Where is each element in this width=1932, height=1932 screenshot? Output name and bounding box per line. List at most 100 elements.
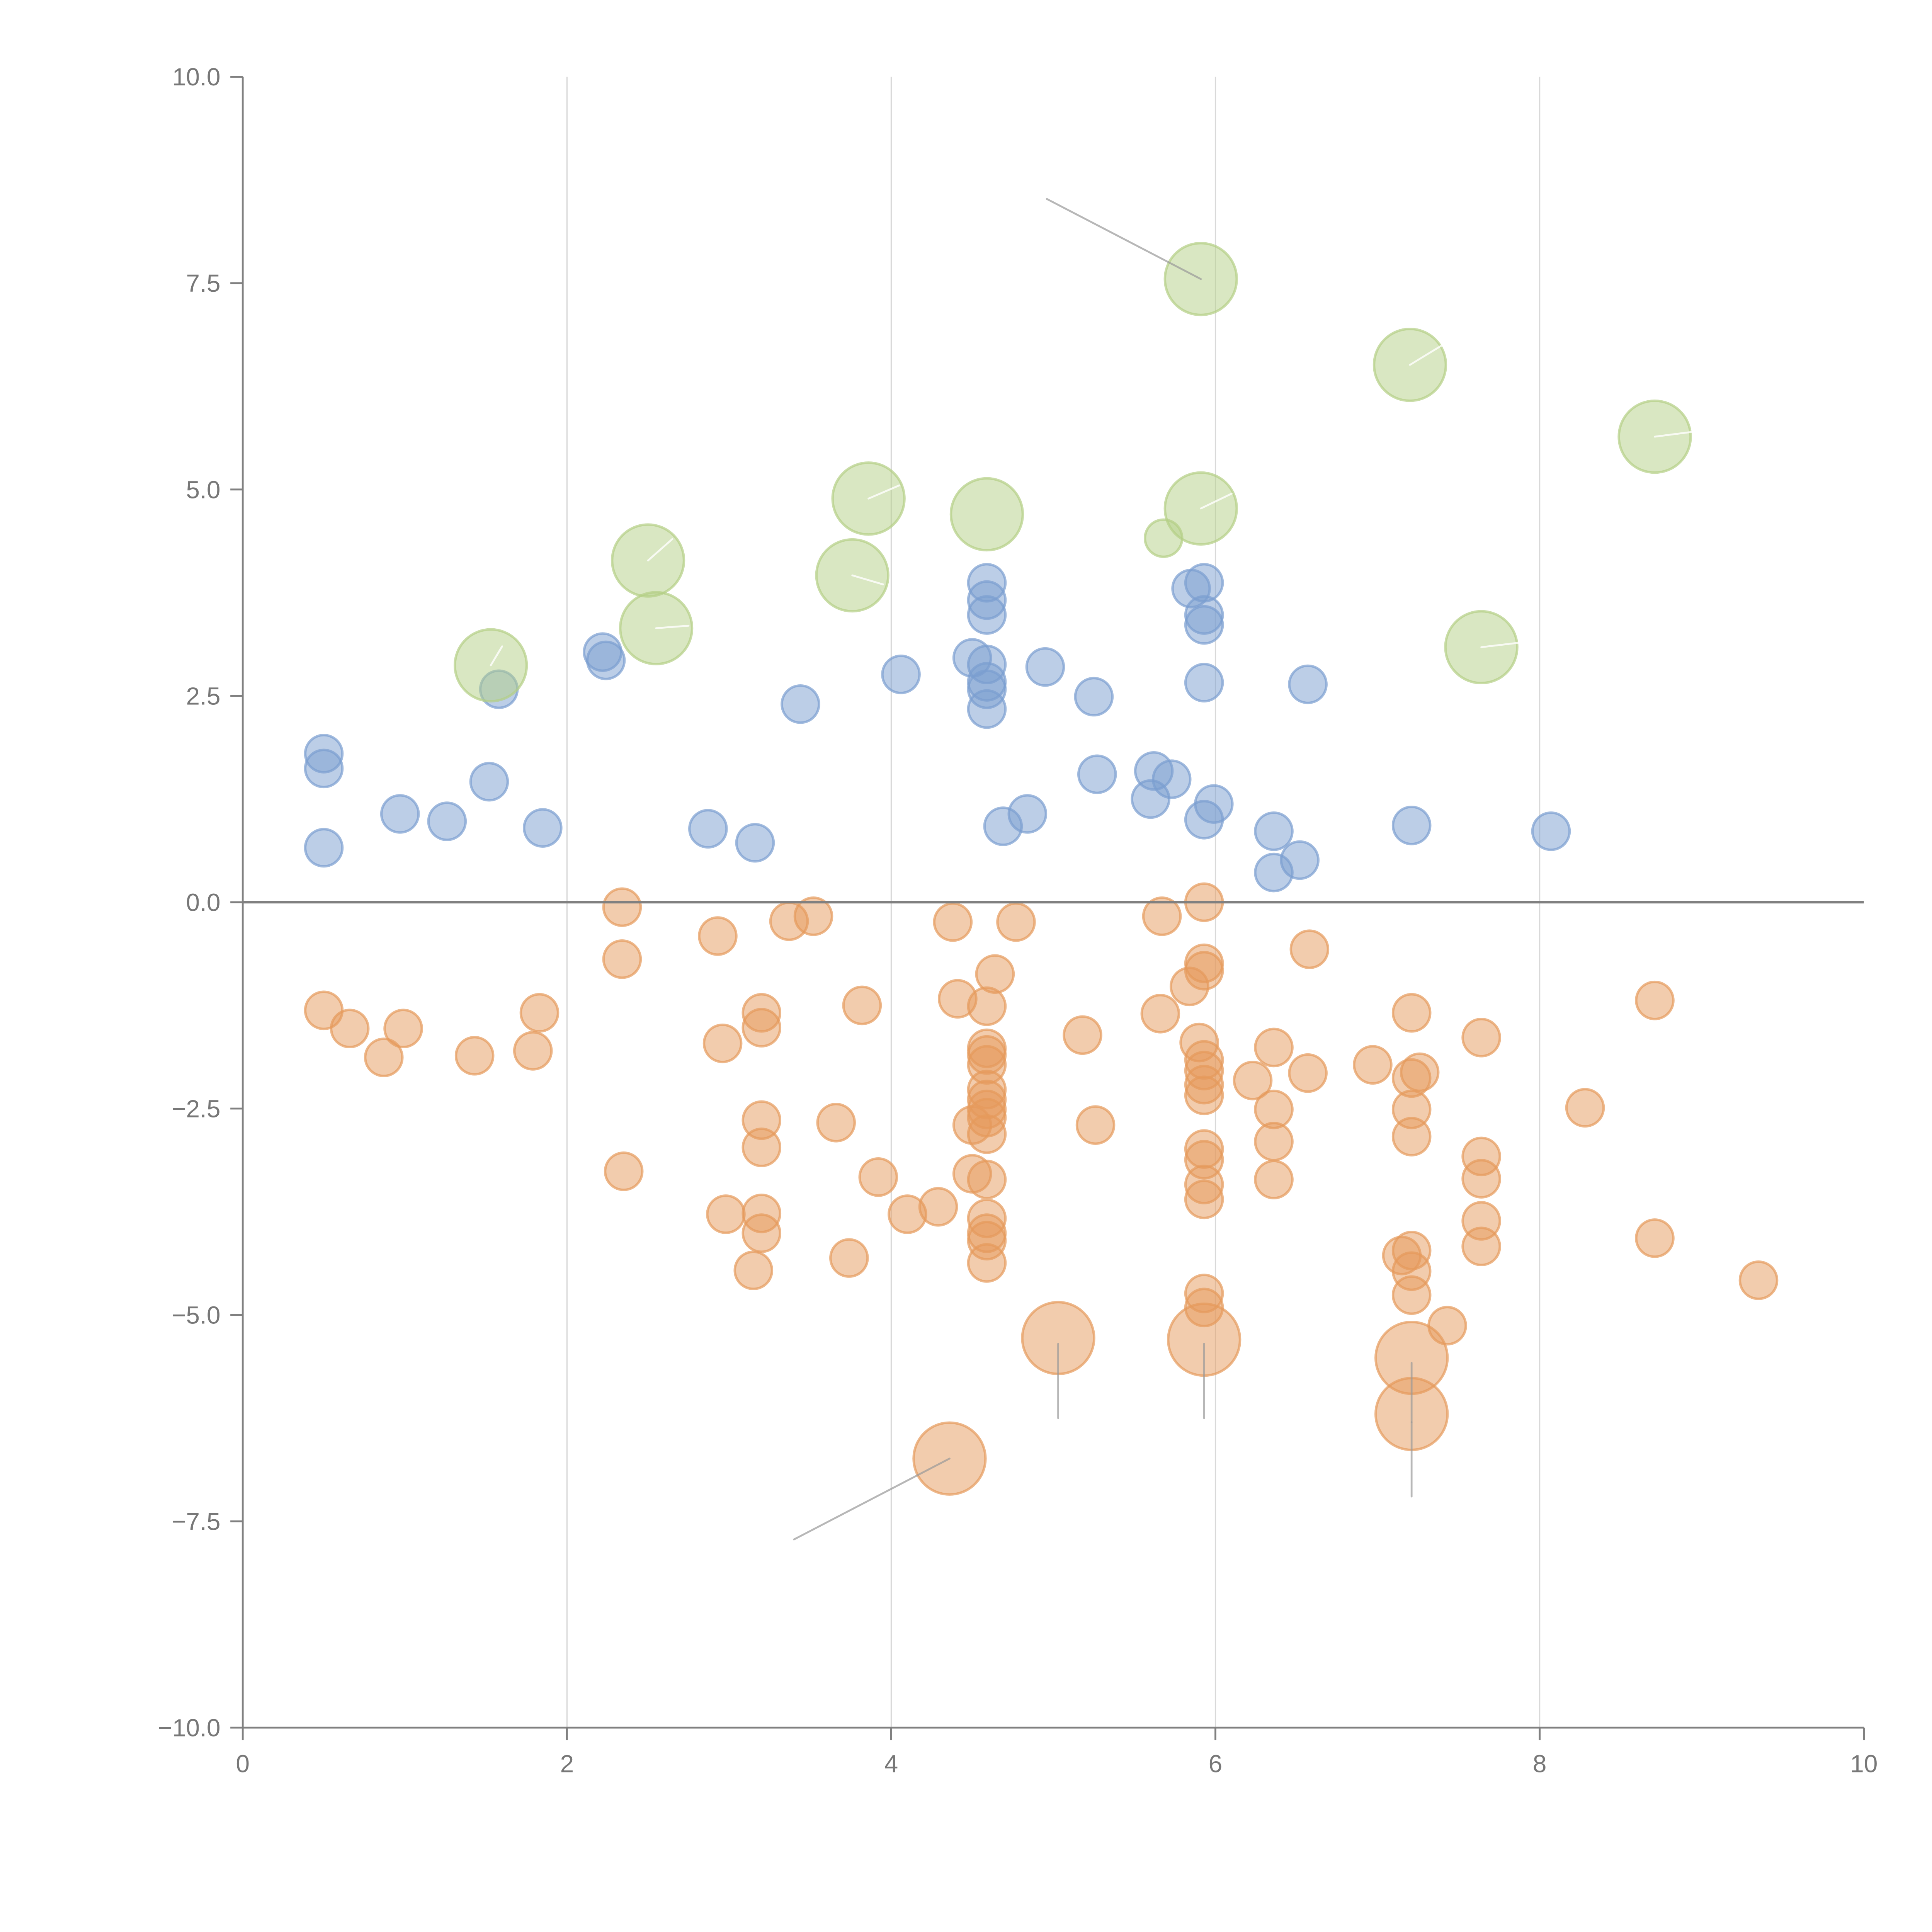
data-point-blue xyxy=(380,794,420,834)
label-leader-line xyxy=(793,1458,951,1541)
data-point-orange xyxy=(1400,1052,1440,1092)
data-point-blue xyxy=(1077,754,1117,794)
data-point-orange xyxy=(1288,1053,1328,1093)
data-point-orange xyxy=(742,1008,782,1048)
y-tick-label: 5.0 xyxy=(186,476,220,503)
data-point-orange xyxy=(1184,1179,1224,1219)
data-point-blue xyxy=(1184,663,1224,702)
data-point-blue xyxy=(881,655,921,694)
data-point-orange xyxy=(698,916,738,956)
data-point-orange xyxy=(967,1160,1007,1199)
data-point-blue xyxy=(304,828,344,868)
x-tick-label: 6 xyxy=(1209,1750,1223,1778)
data-point-orange xyxy=(602,887,642,927)
data-point-orange xyxy=(967,1114,1007,1154)
data-point-blue xyxy=(1194,784,1234,824)
data-point-orange xyxy=(793,896,833,936)
data-point-orange xyxy=(1391,993,1432,1033)
leader-lines xyxy=(490,198,1695,1541)
data-point-orange xyxy=(602,939,642,979)
y-tick-label: −10.0 xyxy=(158,1714,220,1742)
data-point-orange xyxy=(1254,1160,1294,1199)
label-leader-line xyxy=(655,624,690,629)
data-point-orange xyxy=(1353,1045,1393,1085)
label-leader-line xyxy=(1046,198,1202,280)
data-point-orange xyxy=(967,1243,1007,1283)
data-points xyxy=(304,242,1779,1496)
data-point-blue xyxy=(735,823,775,863)
data-point-orange xyxy=(1738,1260,1779,1300)
data-point-orange xyxy=(1635,1218,1675,1258)
data-point-blue xyxy=(1288,664,1328,704)
data-point-orange xyxy=(454,1036,495,1076)
data-point-orange xyxy=(513,1031,553,1071)
data-point-orange xyxy=(858,1157,898,1197)
data-point-orange xyxy=(330,1009,370,1049)
data-point-orange xyxy=(733,1250,774,1290)
data-point-orange xyxy=(1254,1122,1294,1162)
data-point-blue xyxy=(586,640,626,680)
label-leader-line xyxy=(867,484,900,500)
data-point-orange xyxy=(1391,1275,1432,1315)
data-point-orange xyxy=(816,1103,856,1143)
data-point-blue xyxy=(1184,605,1224,645)
label-leader-line xyxy=(1480,641,1525,648)
data-point-blue xyxy=(1007,794,1048,834)
data-point-blue xyxy=(1025,647,1065,687)
data-point-orange xyxy=(702,1023,743,1063)
data-point-orange xyxy=(364,1037,404,1077)
x-tick-label: 4 xyxy=(884,1750,898,1778)
label-leader-line xyxy=(851,574,884,585)
data-point-blue xyxy=(1151,759,1192,799)
x-tick-label: 8 xyxy=(1533,1750,1547,1778)
data-point-orange xyxy=(1635,980,1675,1020)
data-point-blue xyxy=(1531,811,1571,851)
y-tick-label: −2.5 xyxy=(172,1095,221,1122)
data-point-blue xyxy=(1391,805,1432,845)
axes: 10.0 7.5 5.0 2.5 0.0 −2.5 −5.0 −7.5 −10.0 0 2 4 6 8 10 xyxy=(158,63,1878,1777)
data-point-blue xyxy=(688,809,728,849)
data-point-orange xyxy=(742,1128,782,1167)
x-tick-label: 0 xyxy=(236,1750,250,1778)
label-leader-line xyxy=(647,538,673,561)
data-point-orange xyxy=(1075,1105,1116,1145)
x-tick-label: 10 xyxy=(1850,1750,1878,1778)
data-point-green xyxy=(949,477,1024,552)
y-tick-label: 0.0 xyxy=(186,888,220,916)
data-point-orange xyxy=(1184,951,1224,991)
data-point-orange xyxy=(1063,1015,1102,1055)
label-leader-line xyxy=(1200,493,1233,510)
y-tick-label: −7.5 xyxy=(172,1508,221,1536)
data-point-orange xyxy=(1289,929,1330,969)
data-point-blue xyxy=(1074,677,1114,717)
x-tick-label: 2 xyxy=(560,1750,574,1778)
data-point-orange xyxy=(1461,1226,1501,1267)
data-point-orange xyxy=(933,902,973,942)
data-point-orange xyxy=(1254,1027,1294,1068)
y-tick-label: 7.5 xyxy=(186,269,220,297)
data-point-orange xyxy=(1184,1075,1224,1116)
label-leader-line xyxy=(490,645,503,667)
data-point-orange xyxy=(706,1194,746,1234)
data-point-green xyxy=(1143,518,1184,558)
data-point-orange xyxy=(1461,1017,1501,1058)
data-point-orange xyxy=(383,1009,423,1049)
y-tick-label: 10.0 xyxy=(172,63,221,91)
data-point-blue xyxy=(781,684,820,724)
data-point-blue xyxy=(967,689,1007,729)
data-point-blue xyxy=(1280,840,1320,880)
data-point-orange xyxy=(1233,1061,1273,1100)
data-point-orange xyxy=(996,902,1036,942)
data-point-orange xyxy=(842,985,882,1026)
data-point-blue xyxy=(1254,811,1294,851)
data-point-blue xyxy=(967,595,1007,635)
data-point-blue xyxy=(523,808,563,848)
data-point-orange xyxy=(1140,994,1180,1034)
data-point-blue xyxy=(304,748,344,789)
data-point-orange xyxy=(1142,896,1182,936)
label-leader-line xyxy=(1409,344,1444,366)
y-tick-label: 2.5 xyxy=(186,682,220,710)
data-point-blue xyxy=(469,762,509,802)
data-point-orange xyxy=(604,1151,644,1191)
